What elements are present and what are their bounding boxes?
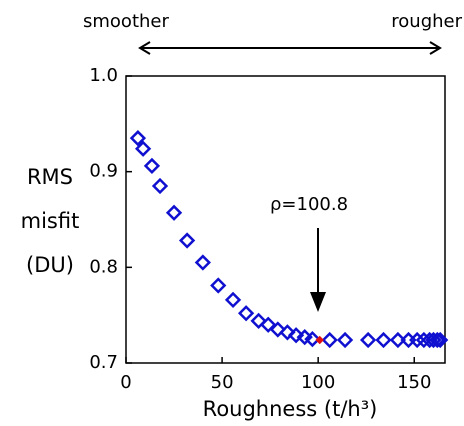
data-point — [237, 305, 255, 322]
data-point — [151, 177, 169, 195]
data-point — [129, 130, 147, 147]
data-point — [143, 157, 161, 175]
y-tick-label: 0.8 — [89, 256, 118, 277]
data-point — [375, 331, 392, 349]
range-arrow — [138, 41, 442, 55]
y-tick-label: 0.9 — [89, 161, 118, 182]
data-point — [134, 140, 152, 157]
y-axis-label: misfit — [21, 209, 80, 233]
x-tick-label: 0 — [120, 372, 131, 393]
data-point — [165, 204, 183, 221]
data-point — [210, 277, 227, 294]
y-axis-label: (DU) — [26, 253, 74, 277]
highlight-point — [315, 335, 324, 345]
data-point — [194, 254, 211, 271]
data-point — [304, 330, 321, 348]
y-tick-label: 1.0 — [89, 65, 118, 86]
data-point — [429, 331, 446, 349]
data-point — [400, 331, 417, 349]
top-right-label: rougher — [391, 11, 462, 32]
data-point — [389, 331, 407, 349]
data-point — [336, 331, 354, 349]
data-point — [321, 331, 338, 349]
x-axis-label: Roughness (t/h³) — [203, 397, 378, 421]
plot-frame — [125, 75, 446, 364]
x-tick-label: 150 — [397, 372, 431, 393]
annotation-arrow — [310, 228, 326, 312]
data-point — [432, 331, 449, 349]
x-tick-label: 100 — [301, 372, 335, 393]
y-axis-label: RMS — [27, 165, 73, 189]
annotation: ρ=100.8 — [270, 194, 348, 215]
data-point — [178, 232, 196, 249]
data-point — [360, 331, 377, 349]
y-tick-label: 0.7 — [89, 352, 118, 373]
top-left-label: smoother — [83, 11, 169, 32]
x-tick-label: 50 — [211, 372, 234, 393]
data-point — [224, 291, 242, 308]
